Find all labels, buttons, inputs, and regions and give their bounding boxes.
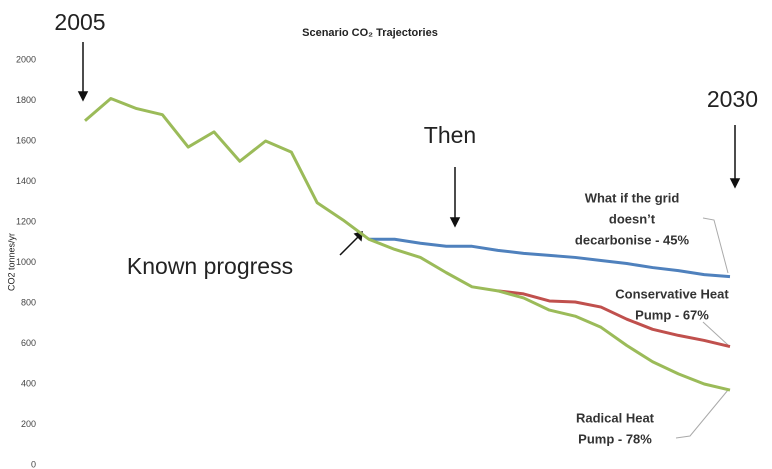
y-tick-label: 800 <box>21 297 36 307</box>
y-tick-label: 2000 <box>16 54 36 64</box>
annotation: Then <box>424 122 476 148</box>
chart-title: Scenario CO₂ Trajectories <box>302 27 438 39</box>
y-tick-label: 1800 <box>16 95 36 105</box>
annotation: decarbonise - 45% <box>575 232 690 247</box>
y-tick-label: 600 <box>21 338 36 348</box>
y-tick-label: 200 <box>21 419 36 429</box>
series-line <box>84 96 731 392</box>
annotation: Known progress <box>127 253 293 279</box>
annotation: Pump - 67% <box>635 307 709 322</box>
y-tick-label: 0 <box>31 459 36 469</box>
y-axis-label: CO2 tonnes/yr <box>6 233 16 291</box>
annotation: Radical Heat <box>576 410 655 425</box>
series-line <box>368 237 731 279</box>
leader-lines <box>675 217 729 439</box>
annotation: Pump - 78% <box>578 431 652 446</box>
y-tick-label: 1000 <box>16 257 36 267</box>
y-tick-label: 400 <box>21 378 36 388</box>
annotation: Conservative Heat <box>615 286 729 301</box>
annotation: doesn’t <box>609 211 656 226</box>
series-line <box>497 289 731 348</box>
annotation: What if the grid <box>585 190 680 205</box>
annotation: 2030 <box>707 86 758 112</box>
y-tick-label: 1600 <box>16 135 36 145</box>
annotation: 2005 <box>54 9 105 35</box>
y-tick-label: 1200 <box>16 216 36 226</box>
y-tick-label: 1400 <box>16 176 36 186</box>
